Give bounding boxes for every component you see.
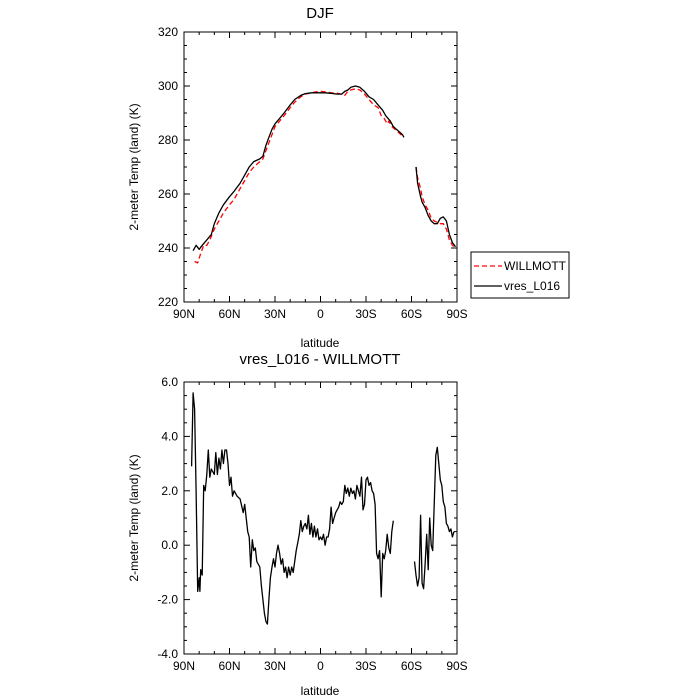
x-axis-label: latitude [301, 336, 340, 350]
y-tick-label: 240 [158, 241, 178, 255]
x-axis-label: latitude [301, 684, 340, 698]
chart-title: DJF [306, 5, 334, 22]
x-tick-label: 60S [401, 659, 422, 673]
y-tick-label: 300 [158, 79, 178, 93]
chart-title: vres_L016 - WILLMOTT [240, 351, 401, 368]
series-line-1-segment-0 [192, 85, 405, 252]
y-axis-label: 2-meter Temp (land) (K) [127, 454, 141, 581]
x-tick-label: 30N [264, 307, 286, 321]
x-tick-label: 90S [446, 659, 467, 673]
panel-bottom-difference: vres_L016 - WILLMOTT 2-meter Temp (land)… [127, 351, 468, 698]
series-line-1-segment-1 [415, 166, 457, 248]
panel-top-temperature: DJF 2-meter Temp (land) (K) latitude 90N… [127, 5, 468, 350]
x-tick-label: 90N [173, 659, 195, 673]
y-tick-label: 320 [158, 25, 178, 39]
y-tick-label: 260 [158, 187, 178, 201]
x-tick-label: 30S [355, 307, 376, 321]
y-tick-label: -2.0 [157, 593, 178, 607]
x-tick-label: 0 [317, 659, 324, 673]
series-line-0-segment-1 [415, 166, 456, 249]
series-line-0-segment-0 [190, 392, 394, 625]
y-tick-label: 6.0 [161, 375, 178, 389]
x-tick-label: 60S [401, 307, 422, 321]
x-tick-label: 90S [446, 307, 467, 321]
x-tick-label: 60N [218, 659, 240, 673]
x-tick-label: 90N [173, 307, 195, 321]
x-tick-label: 0 [317, 307, 324, 321]
y-tick-label: 280 [158, 133, 178, 147]
y-tick-label: 220 [158, 295, 178, 309]
series-line-0-segment-0 [194, 88, 405, 264]
legend-box [470, 251, 570, 299]
y-tick-label: 2.0 [161, 484, 178, 498]
legend-label-vres: vres_L016 [504, 279, 560, 293]
series-line-0-segment-1 [413, 446, 455, 590]
y-tick-label: 4.0 [161, 429, 178, 443]
legend-label-willmott: WILLMOTT [504, 259, 567, 273]
plot-frame [183, 381, 458, 655]
y-axis-label: 2-meter Temp (land) (K) [127, 103, 141, 230]
y-tick-label: -4.0 [157, 647, 178, 661]
x-tick-label: 30S [355, 659, 376, 673]
x-tick-label: 30N [264, 659, 286, 673]
x-tick-label: 60N [218, 307, 240, 321]
legend: WILLMOTT vres_L016 [470, 251, 570, 299]
y-tick-label: 0.0 [161, 538, 178, 552]
